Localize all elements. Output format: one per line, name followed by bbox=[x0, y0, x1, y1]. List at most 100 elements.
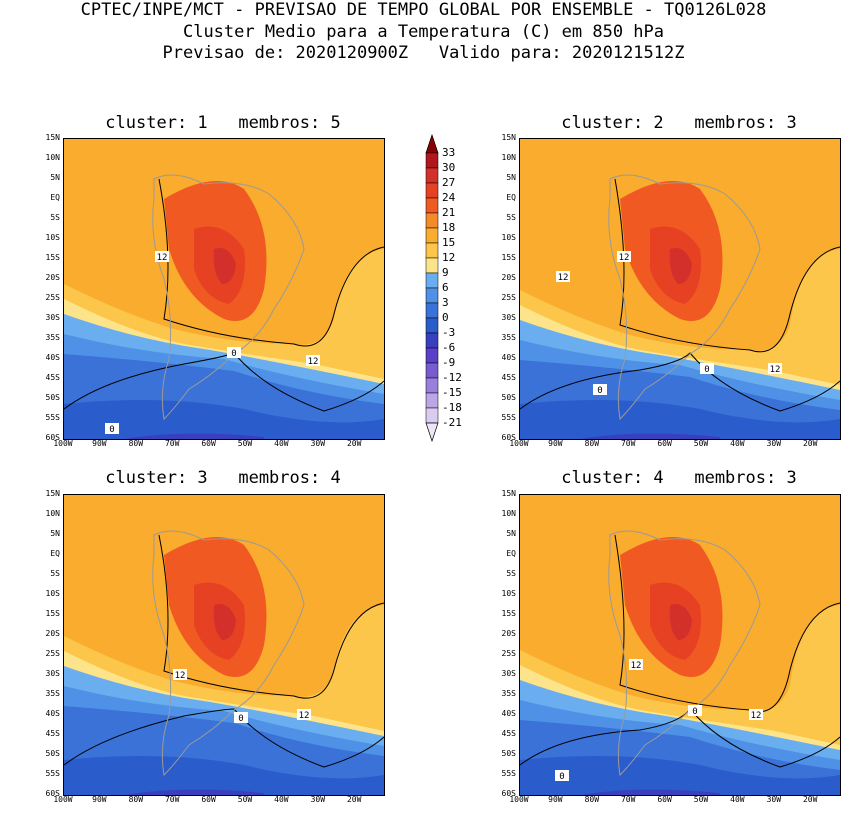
lon-tick-label: 50W bbox=[237, 439, 253, 448]
lon-tick-label: 80W bbox=[584, 439, 600, 448]
band-minus-6 bbox=[580, 789, 720, 795]
colorbar-level-label: 12 bbox=[442, 251, 456, 264]
contour-12 bbox=[614, 178, 840, 353]
colorbar-level-label: -18 bbox=[442, 401, 462, 414]
band-27 bbox=[669, 248, 692, 284]
lon-tick-label: 100W bbox=[509, 439, 529, 448]
lon-tick-label: 30W bbox=[766, 439, 782, 448]
lon-tick-label: 70W bbox=[620, 795, 636, 804]
lat-tick-label: 35S bbox=[501, 689, 516, 698]
contour-label: 12 bbox=[173, 669, 187, 681]
lon-tick-label: 70W bbox=[620, 439, 636, 448]
lon-tick-label: 30W bbox=[766, 795, 782, 804]
lon-tick-label: 80W bbox=[584, 795, 600, 804]
lon-tick-label: 40W bbox=[730, 439, 745, 448]
lon-tick-label: 50W bbox=[693, 795, 709, 804]
contour-label: 12 bbox=[155, 251, 169, 263]
colorbar-segment bbox=[425, 212, 439, 229]
temperature-map: 12 12 0 0 bbox=[519, 494, 841, 796]
lat-tick-label: 15S bbox=[501, 253, 516, 262]
svg-text:0: 0 bbox=[692, 707, 697, 717]
lat-tick-label: EQ bbox=[506, 193, 516, 202]
svg-text:0: 0 bbox=[231, 349, 236, 359]
lon-tick-label: 60W bbox=[657, 439, 672, 448]
panel-title: cluster: 3 membros: 4 bbox=[105, 468, 341, 488]
lat-tick-label: EQ bbox=[50, 193, 60, 202]
colorbar-segment bbox=[425, 302, 439, 319]
colorbar-level-label: 18 bbox=[442, 221, 456, 234]
lat-tick-label: 45S bbox=[501, 373, 516, 382]
svg-text:12: 12 bbox=[751, 711, 762, 721]
contour-label: 12 bbox=[768, 363, 782, 375]
lat-tick-label: 10N bbox=[501, 509, 516, 518]
colorbar-segment bbox=[425, 272, 439, 289]
map-panel-cluster-4: cluster: 4 membros: 3 12 12 0 0 15N 10N 5N EQ 5S 1… bbox=[479, 468, 847, 838]
contour-label: 12 bbox=[617, 251, 631, 263]
colorbar-segment bbox=[425, 152, 439, 169]
colorbar-segment bbox=[425, 362, 439, 379]
svg-text:12: 12 bbox=[157, 253, 168, 263]
temperature-map: 12 12 0 0 bbox=[63, 138, 385, 440]
lon-tick-label: 50W bbox=[693, 439, 709, 448]
colorbar-level-label: 0 bbox=[442, 311, 449, 324]
lat-tick-label: 10N bbox=[501, 153, 516, 162]
colorbar-segment bbox=[425, 257, 439, 274]
lon-tick-label: 70W bbox=[164, 439, 180, 448]
lat-tick-label: 55S bbox=[45, 413, 60, 422]
lon-tick-label: 100W bbox=[53, 439, 73, 448]
contour-label: 12 bbox=[556, 271, 570, 283]
contour-label: 0 bbox=[688, 705, 702, 717]
lat-tick-label: 15N bbox=[501, 489, 516, 498]
contour-0 bbox=[64, 708, 384, 768]
contour-label: 0 bbox=[105, 423, 119, 435]
colorbar bbox=[425, 133, 439, 443]
header-line-1: CPTEC/INPE/MCT - PREVISAO DE TEMPO GLOBA… bbox=[80, 0, 767, 20]
colorbar-level-label: 21 bbox=[442, 206, 456, 219]
header-line-3: Previsao de: 2020120900Z Valido para: 20… bbox=[162, 43, 685, 63]
map-panel-cluster-1: cluster: 1 membros: 5 12 12 0 0 15N 10N 5N EQ 5S 1… bbox=[23, 113, 393, 483]
map-field: 12 12 0 0 bbox=[520, 495, 840, 795]
panel-title: cluster: 4 membros: 3 bbox=[561, 468, 797, 488]
lon-tick-label: 60W bbox=[201, 795, 216, 804]
lat-tick-label: 35S bbox=[45, 333, 60, 342]
colorbar-level-label: 30 bbox=[442, 161, 456, 174]
band-27 bbox=[213, 604, 236, 640]
band-minus-6 bbox=[124, 789, 264, 795]
contour-label: 0 bbox=[593, 384, 607, 396]
band-minus-3 bbox=[520, 756, 840, 795]
lat-tick-label: 15S bbox=[45, 253, 60, 262]
lon-tick-label: 40W bbox=[274, 439, 289, 448]
colorbar-segment bbox=[425, 227, 439, 244]
coastline bbox=[152, 530, 305, 777]
colorbar-level-label: 27 bbox=[442, 176, 456, 189]
lat-tick-label: 25S bbox=[501, 293, 516, 302]
lat-tick-label: 5S bbox=[50, 569, 60, 578]
contour-label: 0 bbox=[234, 712, 248, 724]
svg-text:12: 12 bbox=[619, 253, 630, 263]
colorbar-level-label: -3 bbox=[442, 326, 456, 339]
contour-label: 0 bbox=[700, 363, 714, 375]
lat-tick-label: 50S bbox=[501, 749, 516, 758]
contour-0 bbox=[520, 352, 840, 412]
lat-tick-label: 25S bbox=[501, 649, 516, 658]
band-minus-3 bbox=[520, 400, 840, 439]
band-minus-6 bbox=[580, 433, 720, 439]
svg-text:0: 0 bbox=[597, 386, 602, 396]
contour-label: 0 bbox=[227, 347, 241, 359]
svg-text:12: 12 bbox=[308, 357, 319, 367]
lat-tick-label: 45S bbox=[45, 373, 60, 382]
lat-tick-label: 35S bbox=[45, 689, 60, 698]
header-line-2: Cluster Medio para a Temperatura (C) em … bbox=[182, 22, 665, 42]
lat-tick-label: 35S bbox=[501, 333, 516, 342]
map-panel-cluster-2: cluster: 2 membros: 3 12 12 12 0 0 15N 10N 5N EQ 5… bbox=[479, 113, 847, 483]
colorbar-top-arrow bbox=[425, 133, 439, 154]
lon-tick-label: 100W bbox=[509, 795, 529, 804]
lat-tick-label: 30S bbox=[501, 669, 516, 678]
lat-tick-label: 50S bbox=[501, 393, 516, 402]
map-panel-cluster-3: cluster: 3 membros: 4 12 12 0 15N 10N 5N EQ 5S 10… bbox=[23, 468, 393, 838]
coastline bbox=[608, 174, 761, 421]
lat-tick-label: 10N bbox=[45, 153, 60, 162]
colorbar-level-label: 3 bbox=[442, 296, 449, 309]
lon-tick-label: 90W bbox=[548, 439, 563, 448]
lat-tick-label: 5S bbox=[506, 569, 516, 578]
